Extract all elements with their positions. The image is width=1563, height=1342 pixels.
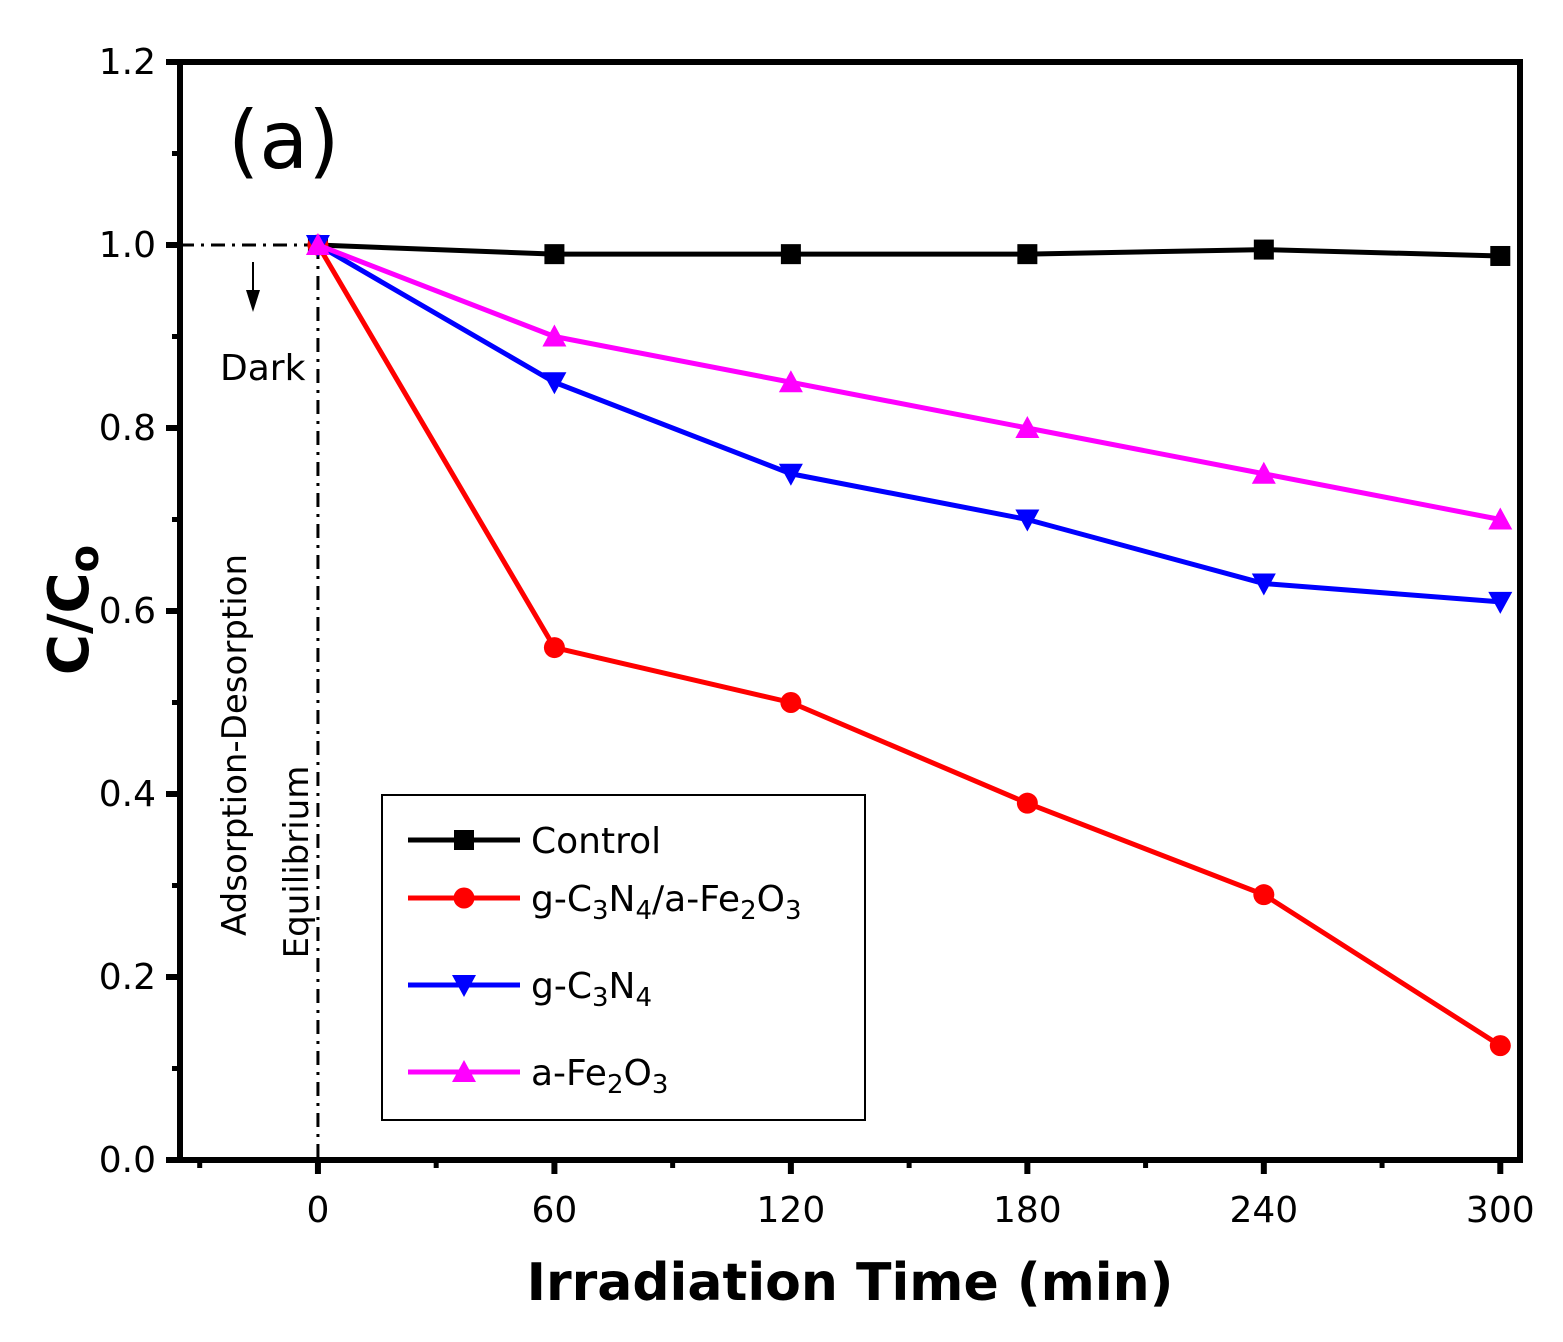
axis-titles: Irradiation Time (min) C/Co: [37, 545, 1173, 1313]
data-point: [1488, 591, 1513, 614]
data-point: [1251, 461, 1276, 484]
data-point: [544, 244, 565, 265]
y-tick-label: 0.4: [99, 774, 156, 815]
data-point: [1489, 1035, 1511, 1057]
axes: 0.0 0.2 0.4 0.6 0.8 1.0 1.2 0 60 120 180 240 300: [99, 42, 1535, 1231]
data-point: [542, 372, 567, 395]
legend-label: g-C3N4: [531, 966, 652, 1013]
data-point: [1490, 245, 1511, 266]
series-line: [315, 243, 1502, 1048]
legend-entry: g-C3N4: [408, 966, 652, 1013]
data-point: [1016, 792, 1038, 814]
legend-entry: a-Fe2O3: [408, 1053, 668, 1100]
series-group: [305, 233, 1513, 1057]
series-line: [317, 242, 1501, 259]
legend: Control g-C3N4/a-Fe2O3 g-C3N4 a-Fe2O3: [381, 794, 866, 1121]
data-point: [1015, 416, 1040, 438]
equilibrium-label: Equilibrium: [277, 766, 317, 959]
x-axis-title: Irradiation Time (min): [527, 1253, 1174, 1313]
data-point: [542, 324, 567, 347]
legend-entry: g-C3N4/a-Fe2O3: [408, 879, 802, 926]
series-control: [307, 235, 1511, 266]
data-point: [1253, 884, 1275, 906]
data-point: [1253, 239, 1274, 260]
legend-label: g-C3N4/a-Fe2O3: [531, 879, 802, 926]
x-tick-label: 300: [1466, 1190, 1535, 1231]
x-tick-label: 180: [993, 1190, 1062, 1231]
y-tick-label: 1.2: [99, 42, 156, 83]
data-point: [1251, 573, 1276, 596]
y-tick-label: 1.0: [99, 225, 156, 266]
dark-label: Dark: [220, 348, 306, 389]
series-line: [317, 242, 1501, 522]
dark-arrow-head: [246, 290, 260, 312]
data-point: [452, 1060, 476, 1082]
series-line: [316, 242, 1501, 605]
series-g-c3n4: [305, 235, 1513, 614]
series-a-fe2o3: [305, 233, 1513, 530]
legend-label: a-Fe2O3: [531, 1053, 668, 1100]
legend-label: Control: [531, 821, 661, 862]
data-point: [778, 463, 803, 486]
x-tick-label: 60: [532, 1190, 578, 1231]
data-point: [780, 692, 802, 713]
y-axis-title: C/Co: [37, 545, 108, 675]
data-point: [1017, 244, 1038, 265]
annotations: Dark Adsorption-Desorption Equilibrium (a): [180, 94, 339, 1160]
data-point: [453, 887, 475, 909]
data-point: [305, 233, 330, 255]
y-tick-label: 0.2: [99, 957, 156, 998]
data-point: [778, 370, 803, 393]
adsorption-label: Adsorption-Desorption: [215, 554, 255, 936]
legend-entry: Control: [408, 821, 661, 862]
data-point: [1488, 507, 1513, 530]
data-point: [1015, 509, 1040, 532]
x-tick-label: 120: [757, 1190, 826, 1231]
panel-label: (a): [228, 94, 339, 187]
x-tick-label: 0: [306, 1190, 329, 1231]
data-point: [780, 244, 801, 265]
data-point: [454, 830, 474, 850]
x-tick-label: 240: [1229, 1190, 1298, 1231]
data-point: [452, 975, 476, 997]
y-tick-label: 0.8: [99, 408, 156, 449]
data-point: [543, 637, 565, 659]
y-tick-label: 0.0: [99, 1140, 156, 1181]
y-tick-label: 0.6: [99, 591, 156, 632]
